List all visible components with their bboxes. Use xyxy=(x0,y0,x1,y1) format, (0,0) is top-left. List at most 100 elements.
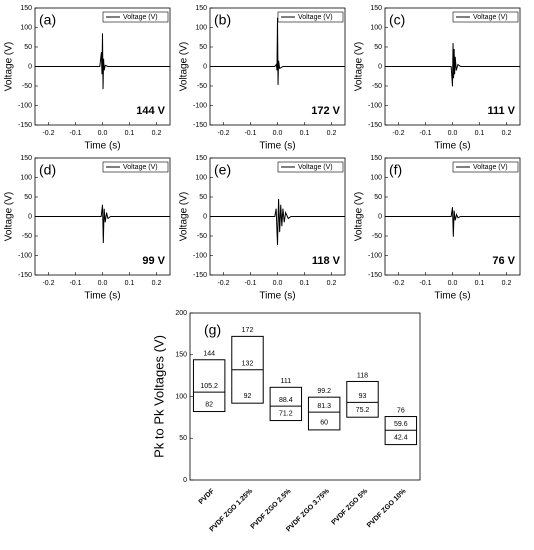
y-axis-label: Voltage (V) xyxy=(179,192,190,241)
annotation: 76 V xyxy=(492,255,515,267)
y-tick-label: 0 xyxy=(28,63,32,70)
x-tick-label: 0.2 xyxy=(502,280,512,287)
x-tick-label: -0.2 xyxy=(392,130,404,137)
annotation: 118 V xyxy=(312,255,341,267)
y-tick-label: -100 xyxy=(193,102,207,109)
x-tick-label: PVDF ZGO 3.75% xyxy=(285,487,331,533)
y-tick-label: -150 xyxy=(193,122,207,129)
y-tick-label: 100 xyxy=(20,24,32,31)
annotation: 111 V xyxy=(487,105,515,117)
value-label: 172 xyxy=(242,327,254,334)
x-axis-label: Time (s) xyxy=(84,291,120,302)
y-tick-label: 150 xyxy=(370,155,382,162)
panel-label: (d) xyxy=(39,162,56,178)
x-axis-label: Time (s) xyxy=(259,291,295,302)
y-tick-label: 150 xyxy=(195,5,207,12)
x-tick-label: -0.2 xyxy=(392,280,404,287)
x-axis-label: Time (s) xyxy=(434,291,470,302)
value-label: 42.4 xyxy=(394,434,408,441)
y-tick-label: 150 xyxy=(20,5,32,12)
voltage-line xyxy=(210,17,345,85)
y-tick-label: 150 xyxy=(195,155,207,162)
y-tick-label: -150 xyxy=(368,272,382,279)
y-axis-label: Voltage (V) xyxy=(179,42,190,91)
y-tick-label: 50 xyxy=(199,194,207,201)
y-tick-label: -100 xyxy=(193,252,207,259)
legend-label: Voltage (V) xyxy=(473,164,508,171)
panel-label: (e) xyxy=(214,162,231,178)
y-tick-label: -50 xyxy=(372,233,382,240)
voltage-line xyxy=(35,33,170,90)
value-label: 60 xyxy=(320,420,328,427)
value-label: 132 xyxy=(242,361,254,368)
y-tick-label: -100 xyxy=(368,102,382,109)
value-label: 99.2 xyxy=(317,388,331,395)
y-tick-label: 0 xyxy=(378,213,382,220)
y-tick-label: 200 xyxy=(175,310,187,317)
y-tick-label: -150 xyxy=(18,272,32,279)
legend-label: Voltage (V) xyxy=(123,14,158,21)
annotation: 99 V xyxy=(142,255,165,267)
y-tick-label: 100 xyxy=(370,174,382,181)
panel-label: (c) xyxy=(389,12,405,28)
y-tick-label: -100 xyxy=(18,102,32,109)
y-tick-label: 50 xyxy=(179,435,187,442)
voltage-line xyxy=(385,43,520,87)
x-tick-label: 0.1 xyxy=(125,280,135,287)
y-tick-label: 50 xyxy=(24,194,32,201)
x-tick-label: 0.1 xyxy=(125,130,135,137)
y-tick-label: -100 xyxy=(368,252,382,259)
y-tick-label: 0 xyxy=(203,63,207,70)
legend-label: Voltage (V) xyxy=(123,164,158,171)
x-tick-label: 0.1 xyxy=(475,130,485,137)
annotation: 172 V xyxy=(311,105,340,117)
legend-label: Voltage (V) xyxy=(473,14,508,21)
panel-label: (b) xyxy=(214,12,231,28)
box xyxy=(269,386,303,422)
x-tick-label: 0.2 xyxy=(327,280,337,287)
x-tick-label: -0.1 xyxy=(69,130,81,137)
value-label: 111 xyxy=(281,378,292,385)
y-tick-label: -50 xyxy=(22,83,32,90)
x-tick-label: 0.0 xyxy=(273,280,283,287)
y-tick-label: 150 xyxy=(20,155,32,162)
y-tick-label: -150 xyxy=(193,272,207,279)
legend-box xyxy=(452,161,519,173)
y-tick-label: 100 xyxy=(195,174,207,181)
value-label: 105.2 xyxy=(200,383,218,390)
y-tick-label: 100 xyxy=(195,24,207,31)
box xyxy=(192,359,226,413)
x-axis-label: Time (s) xyxy=(259,141,295,152)
y-tick-label: 0 xyxy=(28,213,32,220)
y-axis-label: Voltage (V) xyxy=(354,42,365,91)
value-label: 144 xyxy=(203,351,215,358)
y-tick-label: 50 xyxy=(374,44,382,51)
x-tick-label: 0.0 xyxy=(448,280,458,287)
y-tick-label: 100 xyxy=(175,393,187,400)
value-label: 76 xyxy=(397,407,405,414)
legend-box xyxy=(452,11,519,23)
y-axis-label: Voltage (V) xyxy=(354,192,365,241)
x-tick-label: PVDF ZGO 10% xyxy=(366,487,408,529)
legend-label: Voltage (V) xyxy=(298,164,333,171)
value-label: 81.3 xyxy=(317,403,331,410)
voltage-line xyxy=(35,204,170,244)
y-tick-label: 100 xyxy=(20,174,32,181)
y-tick-label: 50 xyxy=(24,44,32,51)
voltage-line xyxy=(210,198,345,245)
y-axis-label: Voltage (V) xyxy=(4,42,15,91)
x-tick-label: 0.0 xyxy=(98,130,108,137)
legend-box xyxy=(102,11,169,23)
x-tick-label: PVDF ZGO 2.5% xyxy=(250,487,293,530)
y-tick-label: 0 xyxy=(378,63,382,70)
panel-label: (g) xyxy=(204,322,221,338)
y-tick-label: 150 xyxy=(370,5,382,12)
x-tick-label: PVDF xyxy=(198,487,217,506)
value-label: 118 xyxy=(357,372,368,379)
y-tick-label: 0 xyxy=(203,213,207,220)
y-tick-label: 50 xyxy=(374,194,382,201)
x-axis-label: Time (s) xyxy=(84,141,120,152)
y-tick-label: -50 xyxy=(22,233,32,240)
y-axis-label: Voltage (V) xyxy=(4,192,15,241)
